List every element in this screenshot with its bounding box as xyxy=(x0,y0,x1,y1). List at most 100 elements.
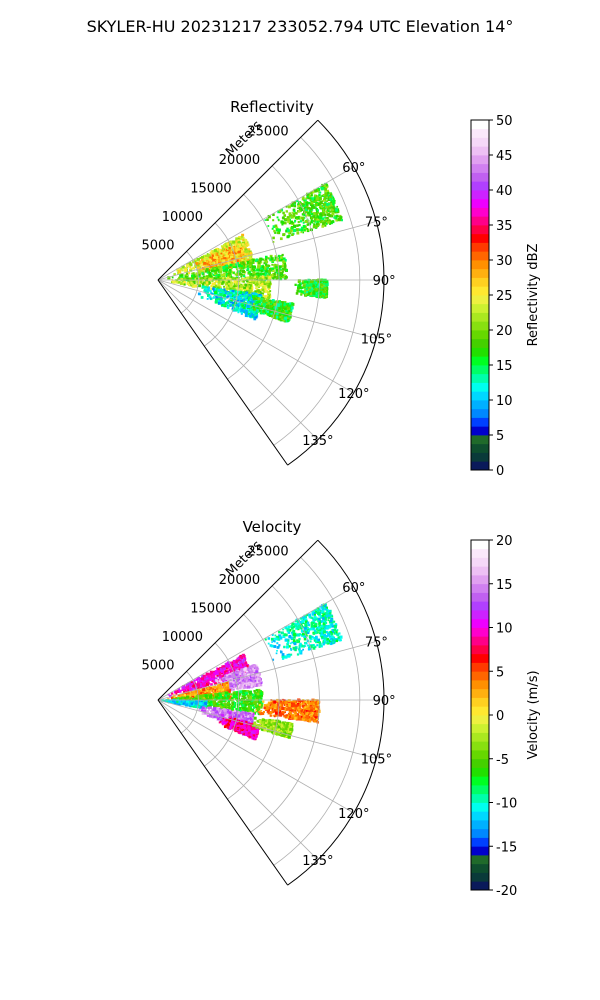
echo-cell xyxy=(322,293,326,296)
echo-cell xyxy=(311,644,314,647)
echo-cell xyxy=(327,633,330,636)
echo-cell xyxy=(242,298,246,302)
echo-cell xyxy=(223,257,227,261)
echo-cell xyxy=(322,620,325,623)
echo-cell xyxy=(272,277,275,280)
echo-cell xyxy=(321,183,325,188)
echo-cell xyxy=(258,281,261,284)
echo-cell xyxy=(306,203,309,206)
echo-cell xyxy=(180,277,184,281)
echo-cell xyxy=(279,636,283,640)
echo-cell xyxy=(211,279,214,282)
echo-cell xyxy=(252,292,256,295)
echo-cell xyxy=(281,657,285,660)
echo-cell xyxy=(294,219,297,222)
echo-cell xyxy=(278,312,281,315)
echo-cell xyxy=(211,282,215,286)
azimuth-spoke-60 xyxy=(157,166,354,281)
colorbar-segment xyxy=(471,400,489,410)
echo-cell xyxy=(281,304,285,308)
echo-cell xyxy=(293,228,297,232)
echo-cell xyxy=(214,258,217,261)
echo-cell xyxy=(223,280,226,284)
echo-cell xyxy=(307,196,310,200)
echo-cell xyxy=(210,269,214,273)
echo-cell xyxy=(271,658,275,661)
echo-cell xyxy=(172,280,176,284)
echo-cell xyxy=(212,258,215,262)
colorbar-segment xyxy=(471,225,489,235)
echo-cell xyxy=(266,265,269,268)
echo-cell xyxy=(264,277,268,281)
colorbar-segment xyxy=(471,417,489,427)
echo-cell xyxy=(287,235,290,238)
echo-cell xyxy=(302,616,305,619)
echo-cell xyxy=(319,216,323,219)
echo-cell xyxy=(301,626,305,629)
colorbar-segment xyxy=(471,207,489,217)
echo-cell xyxy=(308,613,312,617)
echo-cell xyxy=(202,254,205,258)
echo-cell xyxy=(312,621,315,625)
echo-cell xyxy=(281,306,284,309)
echo-cell xyxy=(263,259,265,262)
echo-cell xyxy=(223,285,225,288)
echo-cell xyxy=(230,248,234,252)
echo-cell xyxy=(294,624,297,628)
echo-cell xyxy=(190,281,193,284)
echo-cell xyxy=(272,639,275,642)
echo-cell xyxy=(259,312,262,315)
echo-cell xyxy=(282,216,285,220)
echo-cell xyxy=(282,263,285,266)
echo-cell xyxy=(301,632,305,636)
echo-cell xyxy=(313,609,317,612)
echo-cell xyxy=(293,642,297,646)
echo-cell xyxy=(293,622,296,625)
azimuth-spoke-135 xyxy=(157,279,319,441)
echo-cell xyxy=(327,194,330,197)
echo-cell xyxy=(257,302,260,306)
echo-cell xyxy=(245,244,248,247)
echo-cell xyxy=(307,647,311,651)
echo-cell xyxy=(238,305,240,308)
echo-cell xyxy=(199,264,202,266)
echo-cell xyxy=(211,254,214,257)
echo-cell xyxy=(207,280,211,284)
echo-cell xyxy=(306,621,310,624)
colorbar-segment xyxy=(471,295,489,305)
echo-cell xyxy=(271,641,273,643)
echo-cell xyxy=(189,265,192,268)
echo-cell xyxy=(244,294,248,298)
echo-cell xyxy=(257,274,260,277)
echo-cell xyxy=(332,641,335,644)
echo-cell xyxy=(296,286,300,290)
echo-cell xyxy=(275,315,279,319)
echo-cell xyxy=(312,281,316,284)
echo-cell xyxy=(328,214,332,218)
echo-cell xyxy=(243,291,246,294)
azimuth-spoke-75 xyxy=(157,221,377,281)
azimuth-tick-label: 90° xyxy=(373,274,396,289)
echo-cell xyxy=(271,310,274,313)
echo-cell xyxy=(244,291,248,295)
colorbar-segment xyxy=(471,128,489,138)
echo-cell xyxy=(198,266,202,269)
echo-cell xyxy=(327,210,330,212)
echo-cell xyxy=(205,257,208,261)
echo-cell xyxy=(208,258,212,261)
echo-cell xyxy=(258,261,261,265)
echo-cell xyxy=(235,308,238,312)
echo-cell xyxy=(282,233,286,237)
echo-cell xyxy=(225,259,228,262)
echo-cell xyxy=(319,615,323,618)
echo-cell xyxy=(276,642,279,645)
echo-cell xyxy=(271,299,275,302)
echo-cell xyxy=(236,259,239,263)
echo-cell xyxy=(208,262,211,265)
echo-cell xyxy=(322,186,326,190)
echo-cell xyxy=(276,635,279,639)
echo-cell xyxy=(271,300,274,304)
echo-cell xyxy=(294,283,297,286)
echo-cell xyxy=(318,632,321,635)
echo-cell xyxy=(217,248,220,251)
